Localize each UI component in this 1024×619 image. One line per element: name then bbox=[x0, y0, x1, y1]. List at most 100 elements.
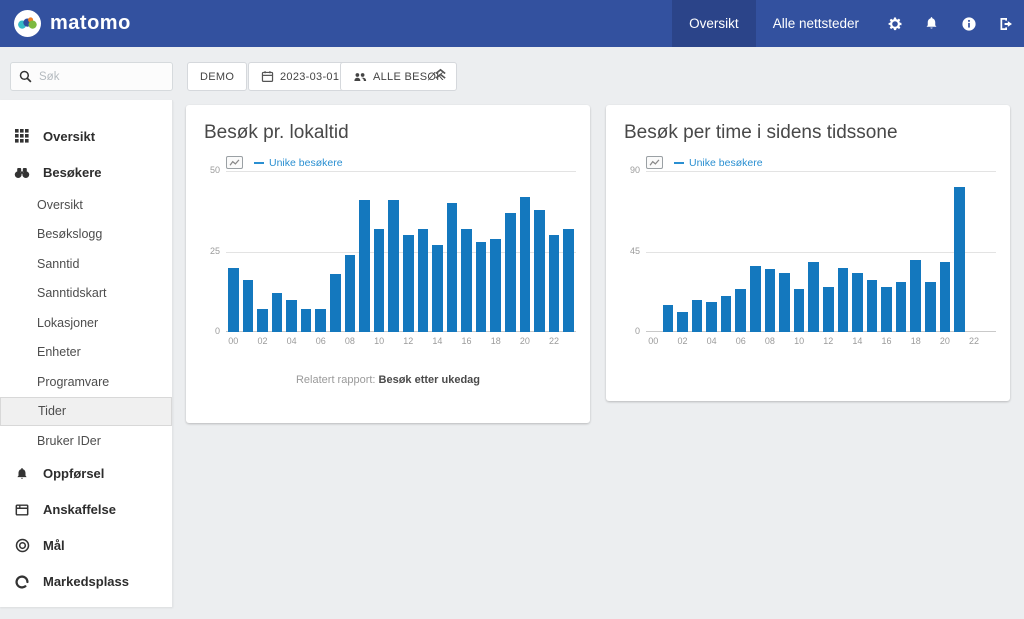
x-tick-label bbox=[925, 336, 936, 346]
bar-22h[interactable] bbox=[548, 235, 560, 332]
x-tick-label bbox=[447, 336, 458, 346]
gear-icon[interactable] bbox=[876, 0, 913, 47]
bar-02h[interactable] bbox=[257, 309, 268, 332]
bar-12h[interactable] bbox=[822, 287, 834, 332]
bar-18h[interactable] bbox=[910, 260, 921, 332]
sidebar-item-bes-kslogg[interactable]: Besøkslogg bbox=[0, 220, 172, 250]
bar-01h[interactable] bbox=[662, 305, 674, 332]
bar-18h[interactable] bbox=[490, 238, 501, 332]
search-input[interactable] bbox=[39, 70, 164, 83]
bar-13h[interactable] bbox=[417, 228, 429, 332]
bar-23h[interactable] bbox=[563, 228, 574, 332]
nav-tab-alle-nettsteder[interactable]: Alle nettsteder bbox=[772, 16, 859, 31]
brand[interactable]: matomo bbox=[0, 0, 131, 47]
sidebar-item-lokasjoner[interactable]: Lokasjoner bbox=[0, 308, 172, 338]
bar-16h[interactable] bbox=[881, 287, 892, 332]
bar-21h[interactable] bbox=[534, 209, 545, 332]
bar-14h[interactable] bbox=[432, 245, 443, 332]
sidebar-item-oversikt[interactable]: Oversikt bbox=[0, 118, 172, 154]
bar-10h[interactable] bbox=[793, 289, 805, 332]
bar-06h[interactable] bbox=[735, 289, 747, 332]
collapse-chevrons-icon[interactable] bbox=[434, 67, 447, 80]
legend-label: Unike besøkere bbox=[269, 156, 343, 169]
date-range-button[interactable]: 2023-03-01 bbox=[248, 62, 353, 91]
bar-17h[interactable] bbox=[895, 281, 907, 332]
bar-05h[interactable] bbox=[300, 309, 312, 332]
bar-20h[interactable] bbox=[939, 262, 951, 332]
bar-04h[interactable] bbox=[706, 301, 717, 332]
related-report-link[interactable]: Besøk etter ukedag bbox=[378, 374, 481, 386]
x-tick-label: 16 bbox=[461, 336, 472, 346]
sidebar-item-sanntid[interactable]: Sanntid bbox=[0, 249, 172, 279]
x-tick-label bbox=[983, 336, 994, 346]
bar-07h[interactable] bbox=[750, 265, 761, 332]
bar-08h[interactable] bbox=[764, 269, 776, 332]
bar-00h[interactable] bbox=[228, 267, 239, 332]
sidebar-item-bruker-ider[interactable]: Bruker IDer bbox=[0, 426, 172, 456]
bar-03h[interactable] bbox=[691, 299, 703, 332]
sidebar-item-label: Bruker IDer bbox=[37, 433, 101, 448]
sidebar-menu: Oversikt Besøkere Oversikt Besøkslogg Sannti… bbox=[0, 100, 173, 607]
bar-10h[interactable] bbox=[373, 228, 385, 332]
signout-icon[interactable] bbox=[987, 0, 1024, 47]
bar-14h[interactable] bbox=[852, 272, 863, 332]
bar-12h[interactable] bbox=[402, 235, 414, 332]
sidebar-item-oversikt[interactable]: Oversikt bbox=[0, 190, 172, 220]
plot-area: 50 25 0 bbox=[210, 165, 576, 336]
card-title: Besøk pr. lokaltid bbox=[204, 122, 349, 143]
y-tick-label: 25 bbox=[209, 245, 220, 256]
bar-13h[interactable] bbox=[837, 267, 849, 332]
bar-11h[interactable] bbox=[808, 262, 819, 332]
y-tick-label: 0 bbox=[634, 326, 640, 336]
sidebar-item-enheter[interactable]: Enheter bbox=[0, 338, 172, 368]
x-tick-label: 18 bbox=[490, 336, 501, 346]
bar-08h[interactable] bbox=[344, 254, 356, 332]
bar-15h[interactable] bbox=[866, 280, 878, 332]
x-tick-label bbox=[954, 336, 965, 346]
sidebar-item-label: Sanntid bbox=[37, 256, 80, 271]
site-selector-button[interactable]: DEMO bbox=[187, 62, 248, 91]
bar-04h[interactable] bbox=[286, 299, 297, 332]
bell-icon[interactable] bbox=[913, 0, 950, 47]
bar-20h[interactable] bbox=[519, 196, 531, 332]
sidebar-item-oppf-rsel[interactable]: Oppførsel bbox=[0, 456, 172, 492]
export-image-icon[interactable] bbox=[646, 156, 663, 169]
bar-19h[interactable] bbox=[924, 281, 936, 332]
legend-item-unike-besokere[interactable]: Unike besøkere bbox=[254, 157, 343, 169]
legend-label: Unike besøkere bbox=[689, 156, 763, 169]
plot-area: 90 45 0 bbox=[630, 165, 996, 336]
bar-01h[interactable] bbox=[242, 280, 254, 332]
sidebar-item-programvare[interactable]: Programvare bbox=[0, 367, 172, 397]
bar-09h[interactable] bbox=[359, 199, 370, 332]
x-tick-label bbox=[808, 336, 819, 346]
bar-16h[interactable] bbox=[461, 228, 472, 332]
nav-tab-oversikt[interactable]: Oversikt bbox=[672, 0, 756, 47]
x-axis-labels: 00 02 04 06 08 10 12 14 16 18 20 22 bbox=[648, 336, 994, 346]
sidebar-item-sanntidskart[interactable]: Sanntidskart bbox=[0, 279, 172, 309]
bar-09h[interactable] bbox=[779, 272, 790, 332]
bar-11h[interactable] bbox=[388, 199, 399, 332]
x-tick-label: 16 bbox=[881, 336, 892, 346]
sidebar-item-tider[interactable]: Tider bbox=[0, 396, 172, 426]
bar-07h[interactable] bbox=[330, 274, 341, 332]
export-image-icon[interactable] bbox=[226, 156, 243, 169]
legend-item-unike-besokere[interactable]: Unike besøkere bbox=[674, 157, 763, 169]
sidebar-item-label: Besøkere bbox=[43, 164, 102, 180]
sidebar-item-label: Enheter bbox=[37, 345, 81, 360]
sidebar-item-markedsplass[interactable]: Markedsplass bbox=[0, 564, 172, 600]
sidebar-item-anskaffelse[interactable]: Anskaffelse bbox=[0, 492, 172, 528]
sidebar-item-bes-kere[interactable]: Besøkere bbox=[0, 154, 172, 190]
x-tick-label bbox=[534, 336, 545, 346]
bar-03h[interactable] bbox=[271, 293, 283, 332]
info-icon[interactable] bbox=[950, 0, 987, 47]
bar-06h[interactable] bbox=[315, 309, 327, 332]
bar-21h[interactable] bbox=[954, 187, 965, 332]
search-box[interactable] bbox=[10, 62, 173, 91]
bar-19h[interactable] bbox=[504, 212, 516, 332]
report-card-besok-per-time-tidssone: Besøk per time i sidens tidssone Unike b… bbox=[606, 105, 1010, 401]
bar-17h[interactable] bbox=[475, 241, 487, 332]
bar-15h[interactable] bbox=[446, 203, 458, 332]
sidebar-item-m-l[interactable]: Mål bbox=[0, 528, 172, 564]
bar-02h[interactable] bbox=[677, 312, 688, 332]
bar-05h[interactable] bbox=[720, 296, 732, 332]
